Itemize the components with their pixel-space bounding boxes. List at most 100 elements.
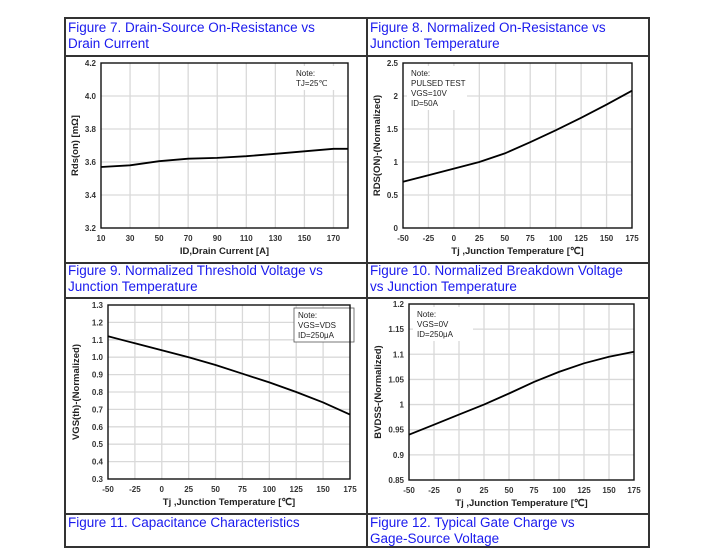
y-tick-label: 0.5 — [387, 191, 399, 200]
x-tick-label: 25 — [184, 485, 193, 494]
x-tick-label: 175 — [625, 234, 639, 243]
x-tick-label: 0 — [457, 486, 462, 495]
title-line: Drain Current — [68, 36, 150, 51]
figure-11-title: Figure 11. Capacitance Characteristics — [68, 515, 300, 531]
series-line — [408, 350, 635, 436]
x-tick-label: 75 — [238, 485, 247, 494]
y-tick-label: 3.8 — [85, 125, 97, 134]
note-text: ID=250μA — [417, 330, 454, 339]
x-tick-label: -25 — [423, 234, 435, 243]
y-axis-label: VGS(th)-(Normalized) — [71, 344, 82, 440]
x-tick-label: 150 — [600, 234, 614, 243]
note-text: ID=50A — [411, 99, 439, 108]
y-tick-label: 0.4 — [92, 458, 104, 467]
y-tick-label: 1.1 — [393, 350, 405, 359]
y-axis-label: Rds(on) [mΩ] — [70, 115, 81, 176]
title-line: Figure 11. Capacitance Characteristics — [68, 515, 300, 530]
table-divider — [64, 55, 649, 57]
note-text: VGS=0V — [417, 320, 449, 329]
x-tick-label: -25 — [428, 486, 440, 495]
note-text: TJ=25℃ — [296, 79, 327, 88]
figure-7-title: Figure 7. Drain-Source On-Resistance vs … — [68, 20, 315, 52]
x-tick-label: 75 — [530, 486, 539, 495]
y-tick-label: 1.0 — [92, 353, 104, 362]
x-tick-label: 70 — [184, 234, 193, 243]
x-tick-label: -50 — [102, 485, 114, 494]
table-border-top — [64, 17, 649, 19]
y-tick-label: 1.2 — [393, 300, 405, 309]
note-text: Note: — [417, 310, 436, 319]
note-text: Note: — [298, 311, 317, 320]
x-tick-label: 175 — [627, 486, 641, 495]
x-tick-label: 100 — [549, 234, 563, 243]
note-text: ID=250μA — [298, 331, 335, 340]
note-text: Note: — [296, 69, 315, 78]
x-tick-label: 10 — [97, 234, 106, 243]
x-tick-label: 50 — [155, 234, 164, 243]
chart-7: Note:TJ=25℃ 10 30 50 70 90 110 130 150 170 3.2 3.4 3… — [70, 59, 352, 257]
y-tick-label: 1.5 — [387, 125, 399, 134]
plot-frame — [100, 62, 349, 229]
x-tick-label: 125 — [577, 486, 591, 495]
y-tick-label: 0.6 — [92, 423, 104, 432]
table-divider — [64, 297, 649, 299]
y-tick-label: 1.05 — [388, 375, 404, 384]
note-box — [292, 66, 352, 90]
x-tick-label: 150 — [602, 486, 616, 495]
x-axis-label: Tj ,Junction Temperature [℃] — [163, 497, 295, 508]
y-tick-label: 1.2 — [92, 318, 104, 327]
plot-frame — [408, 303, 635, 481]
note-text: Note: — [411, 69, 430, 78]
note-text: VGS=10V — [411, 89, 447, 98]
title-line: Figure 10. Normalized Breakdown Voltage — [370, 263, 623, 278]
title-line: vs Junction Temperature — [370, 279, 517, 294]
figure-12-title: Figure 12. Typical Gate Charge vs Gage-S… — [370, 515, 575, 547]
y-axis-label: BVDSS-(Normalized) — [373, 345, 384, 438]
x-tick-label: -50 — [403, 486, 415, 495]
note-box — [413, 307, 473, 341]
series-line — [107, 335, 351, 416]
x-tick-label: 150 — [316, 485, 330, 494]
y-tick-label: 1.1 — [92, 336, 104, 345]
x-tick-label: 75 — [526, 234, 535, 243]
x-tick-label: 150 — [298, 234, 312, 243]
figure-8-title: Figure 8. Normalized On-Resistance vs Ju… — [370, 20, 606, 52]
y-tick-label: 0.3 — [92, 475, 104, 484]
y-tick-label: 1.15 — [388, 325, 404, 334]
figure-10-title: Figure 10. Normalized Breakdown Voltage … — [370, 263, 623, 295]
x-tick-label: 100 — [263, 485, 277, 494]
x-tick-label: -50 — [397, 234, 409, 243]
title-line: Figure 8. Normalized On-Resistance vs — [370, 20, 606, 35]
y-tick-label: 0.95 — [388, 426, 404, 435]
note-box — [293, 307, 355, 343]
figure-9-title: Figure 9. Normalized Threshold Voltage v… — [68, 263, 323, 295]
x-tick-label: 125 — [290, 485, 304, 494]
x-tick-label: 50 — [505, 486, 514, 495]
y-tick-label: 0 — [394, 224, 399, 233]
plot-frame — [402, 62, 633, 229]
y-tick-label: 3.2 — [85, 224, 97, 233]
x-tick-label: 110 — [240, 234, 253, 243]
x-tick-label: 0 — [160, 485, 165, 494]
title-line: Junction Temperature — [68, 279, 198, 294]
series-line — [100, 147, 348, 168]
x-tick-label: 130 — [269, 234, 283, 243]
y-tick-label: 0.8 — [92, 388, 104, 397]
plot-frame — [107, 304, 351, 480]
x-tick-label: 90 — [213, 234, 222, 243]
title-line: Gage-Source Voltage — [370, 531, 500, 546]
x-tick-label: 50 — [211, 485, 220, 494]
y-tick-label: 0.9 — [393, 451, 405, 460]
table-border-middle — [366, 17, 368, 548]
x-tick-label: 30 — [126, 234, 135, 243]
y-tick-label: 0.5 — [92, 440, 104, 449]
table-border-left — [64, 17, 66, 548]
y-tick-label: 1.3 — [92, 301, 104, 310]
y-tick-label: 0.7 — [92, 405, 104, 414]
y-axis-label: RDS(ON)-(Normalized) — [372, 95, 383, 196]
table-border-right — [648, 17, 650, 548]
